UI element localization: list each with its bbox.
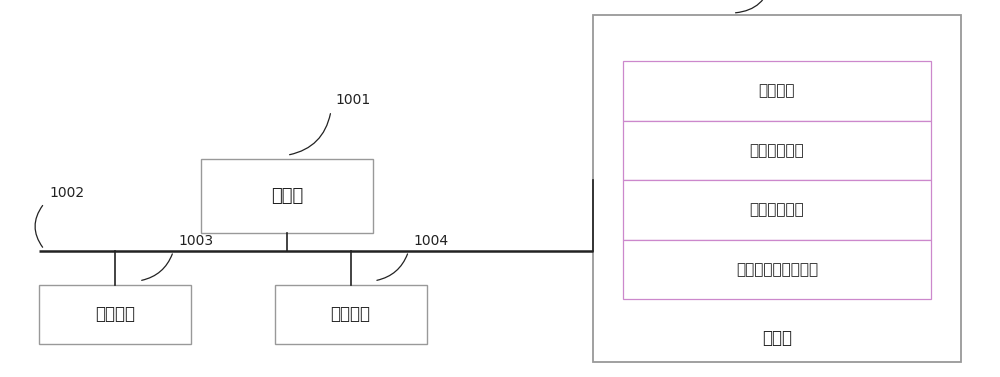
Text: 操作系统: 操作系统 — [759, 83, 795, 98]
Bar — [275, 285, 427, 344]
Bar — [39, 285, 191, 344]
Bar — [622, 240, 931, 299]
Text: 存储器: 存储器 — [762, 329, 792, 347]
Text: 1002: 1002 — [49, 185, 84, 199]
Text: 网络接口: 网络接口 — [331, 305, 371, 323]
Text: 处理器: 处理器 — [271, 187, 303, 205]
Text: 用户接口模块: 用户接口模块 — [749, 202, 804, 218]
Text: 1001: 1001 — [336, 93, 371, 107]
Bar — [593, 15, 961, 362]
Text: 网络通信模块: 网络通信模块 — [749, 143, 804, 158]
Bar — [622, 121, 931, 180]
Bar — [201, 159, 373, 233]
Text: 1003: 1003 — [178, 234, 213, 248]
Text: 用户接口: 用户接口 — [95, 305, 135, 323]
Bar — [622, 180, 931, 240]
Text: 电流互感器校验程序: 电流互感器校验程序 — [736, 262, 818, 277]
Text: 1004: 1004 — [413, 234, 448, 248]
Bar — [622, 61, 931, 121]
